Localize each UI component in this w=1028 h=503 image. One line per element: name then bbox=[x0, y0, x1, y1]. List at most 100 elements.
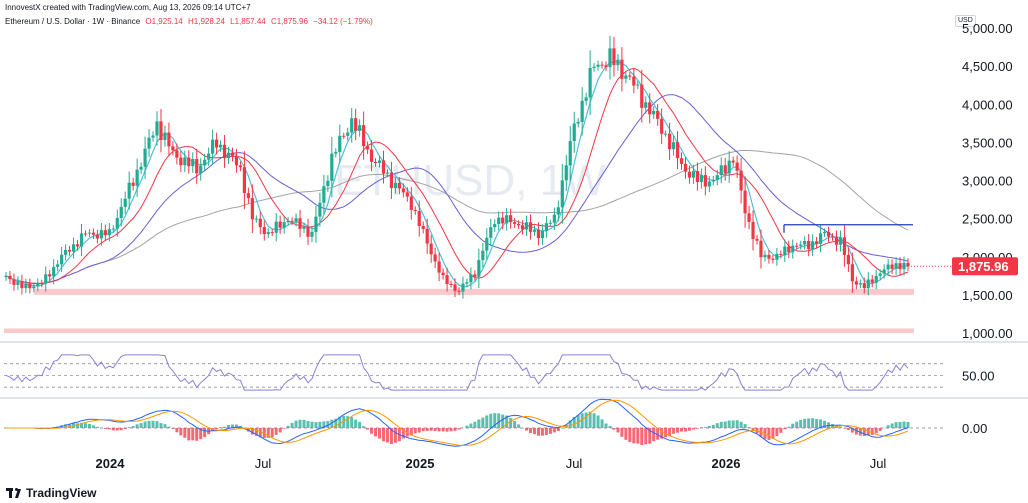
candle bbox=[393, 182, 398, 189]
macd-histogram-bar bbox=[473, 421, 477, 428]
candle bbox=[373, 161, 378, 164]
candle bbox=[60, 254, 64, 265]
candle bbox=[894, 263, 898, 269]
macd-histogram-bar bbox=[568, 420, 572, 428]
candle bbox=[48, 274, 52, 277]
macd-histogram-bar bbox=[230, 424, 234, 428]
macd-histogram-bar bbox=[739, 421, 743, 428]
symbol-legend: Ethereum / U.S. Dollar · 1W · Binance O1… bbox=[5, 17, 376, 26]
currency-badge[interactable]: USD bbox=[955, 15, 976, 27]
macd-histogram-bar bbox=[616, 428, 620, 433]
candle bbox=[664, 133, 668, 135]
candle bbox=[890, 264, 894, 269]
candle bbox=[640, 84, 644, 108]
candle bbox=[270, 232, 274, 234]
candle bbox=[139, 166, 143, 170]
candle bbox=[632, 76, 636, 86]
candle bbox=[660, 118, 664, 134]
macd-histogram-bar bbox=[636, 428, 640, 444]
macd-histogram-bar bbox=[215, 428, 219, 430]
candle bbox=[699, 175, 703, 183]
candle bbox=[882, 269, 886, 274]
pane-separator bbox=[0, 341, 1028, 343]
candle bbox=[548, 222, 552, 224]
price-badge-text: 1,875.96 bbox=[958, 259, 1009, 274]
macd-histogram-bar bbox=[350, 417, 354, 428]
macd-histogram-bar bbox=[322, 421, 326, 428]
macd-histogram-bar bbox=[556, 428, 560, 432]
macd-histogram-bar bbox=[346, 416, 350, 428]
macd-histogram-bar bbox=[735, 420, 739, 428]
candle bbox=[830, 236, 835, 238]
candle bbox=[119, 206, 123, 218]
candle bbox=[385, 172, 390, 174]
candle bbox=[723, 165, 727, 174]
macd-line bbox=[6, 398, 909, 447]
macd-histogram-bar bbox=[902, 421, 906, 428]
candle bbox=[791, 245, 795, 253]
macd-histogram-bar bbox=[842, 428, 846, 429]
macd-histogram-bar bbox=[584, 412, 588, 428]
candle bbox=[576, 121, 580, 124]
lower-zone bbox=[4, 328, 914, 333]
candle bbox=[679, 158, 684, 164]
macd-histogram-bar bbox=[453, 428, 457, 431]
candle bbox=[330, 153, 334, 181]
macd-histogram-bar bbox=[461, 427, 465, 429]
candle bbox=[687, 171, 692, 178]
macd-histogram-bar bbox=[731, 420, 735, 428]
candle bbox=[381, 160, 386, 174]
macd-histogram-bar bbox=[139, 423, 143, 428]
symbol-name[interactable]: Ethereum / U.S. Dollar · 1W · Binance bbox=[5, 17, 141, 26]
macd-histogram-bar bbox=[505, 415, 509, 428]
macd-histogram-bar bbox=[592, 413, 596, 428]
macd-histogram-bar bbox=[648, 428, 652, 444]
macd-histogram-bar bbox=[481, 417, 485, 428]
candle bbox=[151, 135, 155, 138]
macd-histogram-bar bbox=[501, 414, 505, 428]
candle bbox=[536, 229, 541, 239]
macd-histogram-bar bbox=[79, 422, 83, 428]
candle bbox=[604, 65, 608, 68]
candle bbox=[409, 196, 413, 210]
macd-histogram-bar bbox=[513, 420, 517, 428]
macd-histogram-bar bbox=[441, 428, 445, 432]
macd-histogram-bar bbox=[660, 428, 664, 439]
macd-histogram-bar bbox=[393, 428, 397, 443]
macd-histogram-bar bbox=[469, 423, 473, 428]
macd-histogram-bar bbox=[787, 426, 791, 428]
macd-histogram-bar bbox=[644, 428, 648, 445]
macd-histogram-bar bbox=[831, 424, 835, 428]
macd-histogram-bar bbox=[417, 428, 421, 433]
candle bbox=[501, 217, 505, 224]
macd-histogram-bar bbox=[421, 428, 425, 432]
candle bbox=[695, 171, 700, 183]
candle bbox=[481, 250, 485, 261]
candle bbox=[91, 232, 96, 235]
candle bbox=[338, 135, 342, 153]
candle bbox=[807, 240, 811, 250]
candle bbox=[4, 275, 8, 278]
macd-histogram-bar bbox=[775, 428, 779, 437]
macd-histogram-bar bbox=[707, 425, 711, 428]
macd-histogram-bar bbox=[529, 428, 533, 433]
macd-histogram-bar bbox=[262, 428, 266, 439]
macd-histogram-bar bbox=[906, 421, 910, 428]
candle bbox=[115, 217, 119, 229]
macd-histogram-bar bbox=[656, 428, 660, 440]
candle bbox=[683, 163, 688, 172]
candle bbox=[600, 64, 604, 66]
candle bbox=[675, 142, 680, 159]
macd-histogram-bar bbox=[536, 428, 540, 436]
candle bbox=[40, 283, 44, 285]
macd-histogram-bar bbox=[834, 425, 838, 428]
candle bbox=[719, 165, 723, 176]
macd-histogram-bar bbox=[334, 418, 338, 428]
price-badge bbox=[952, 257, 1018, 276]
candle bbox=[310, 231, 314, 237]
macd-histogram-bar bbox=[683, 428, 687, 432]
macd-histogram-bar bbox=[123, 428, 127, 429]
price-axis-label: 3,000.00 bbox=[962, 174, 1013, 189]
candle bbox=[771, 258, 775, 260]
